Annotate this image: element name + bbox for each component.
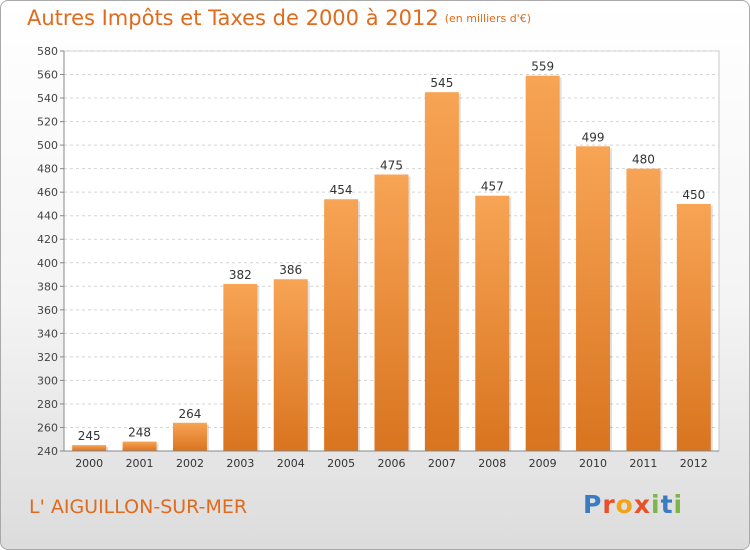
x-tick-label: 2003 xyxy=(226,457,254,470)
data-label: 245 xyxy=(78,429,101,443)
y-tick-label: 340 xyxy=(37,327,58,340)
x-tick-label: 2008 xyxy=(478,457,506,470)
y-tick-label: 480 xyxy=(37,163,58,176)
data-label: 382 xyxy=(229,268,252,282)
y-tick-label: 560 xyxy=(37,69,58,82)
data-label: 454 xyxy=(330,183,353,197)
y-tick-label: 240 xyxy=(37,445,58,458)
bar xyxy=(424,92,459,452)
bar xyxy=(324,199,359,451)
x-tick-label: 2007 xyxy=(428,457,456,470)
chart-title: Autres Impôts et Taxes de 2000 à 2012 (en… xyxy=(27,6,531,30)
data-label: 386 xyxy=(279,263,302,277)
data-label: 559 xyxy=(531,60,554,74)
data-label: 450 xyxy=(682,188,705,202)
y-tick-label: 320 xyxy=(37,351,58,364)
logo-letter: P xyxy=(583,490,603,519)
bar xyxy=(172,422,207,451)
y-tick-label: 420 xyxy=(37,233,58,246)
bar xyxy=(273,279,308,451)
x-tick-label: 2001 xyxy=(126,457,154,470)
bar xyxy=(475,195,510,451)
logo-letter: t xyxy=(660,490,674,519)
y-tick-label: 260 xyxy=(37,421,58,434)
place-name: L' AIGUILLON-SUR-MER xyxy=(29,496,248,518)
chart-title-text: Autres Impôts et Taxes de 2000 à 2012 xyxy=(27,6,439,30)
x-tick-label: 2005 xyxy=(327,457,355,470)
bar xyxy=(223,283,258,451)
y-tick-label: 400 xyxy=(37,257,58,270)
logo-letter: i xyxy=(651,490,661,519)
y-tick-label: 300 xyxy=(37,374,58,387)
bar xyxy=(626,168,661,451)
y-tick-label: 380 xyxy=(37,280,58,293)
logo-letter: x xyxy=(633,490,651,519)
y-tick-label: 360 xyxy=(37,304,58,317)
y-tick-label: 280 xyxy=(37,398,58,411)
data-label: 480 xyxy=(632,153,655,167)
x-tick-label: 2012 xyxy=(680,457,708,470)
x-tick-label: 2004 xyxy=(277,457,305,470)
data-label: 475 xyxy=(380,159,403,173)
y-tick-label: 440 xyxy=(37,210,58,223)
x-tick-label: 2009 xyxy=(529,457,557,470)
data-label: 545 xyxy=(430,76,453,90)
x-tick-label: 2002 xyxy=(176,457,204,470)
bar xyxy=(576,146,611,451)
bar xyxy=(525,75,560,452)
data-label: 248 xyxy=(128,426,151,440)
proxiti-logo: Proxiti xyxy=(583,490,683,519)
bar xyxy=(72,445,107,451)
logo-letter: o xyxy=(615,490,634,519)
y-tick-label: 580 xyxy=(37,45,58,58)
bar xyxy=(374,174,409,451)
y-tick-label: 540 xyxy=(37,92,58,105)
data-label: 499 xyxy=(582,130,605,144)
data-label: 457 xyxy=(481,180,504,194)
logo-letter: i xyxy=(673,490,684,519)
x-tick-label: 2010 xyxy=(579,457,607,470)
bar xyxy=(676,203,711,451)
chart-unit: (en milliers d'€) xyxy=(444,12,531,25)
x-tick-label: 2000 xyxy=(75,457,103,470)
x-tick-label: 2006 xyxy=(378,457,406,470)
x-tick-label: 2011 xyxy=(629,457,657,470)
y-tick-label: 500 xyxy=(37,139,58,152)
y-tick-label: 460 xyxy=(37,186,58,199)
logo-letter: r xyxy=(602,490,616,519)
y-tick-label: 520 xyxy=(37,116,58,129)
data-label: 264 xyxy=(179,407,202,421)
bar xyxy=(122,441,157,451)
